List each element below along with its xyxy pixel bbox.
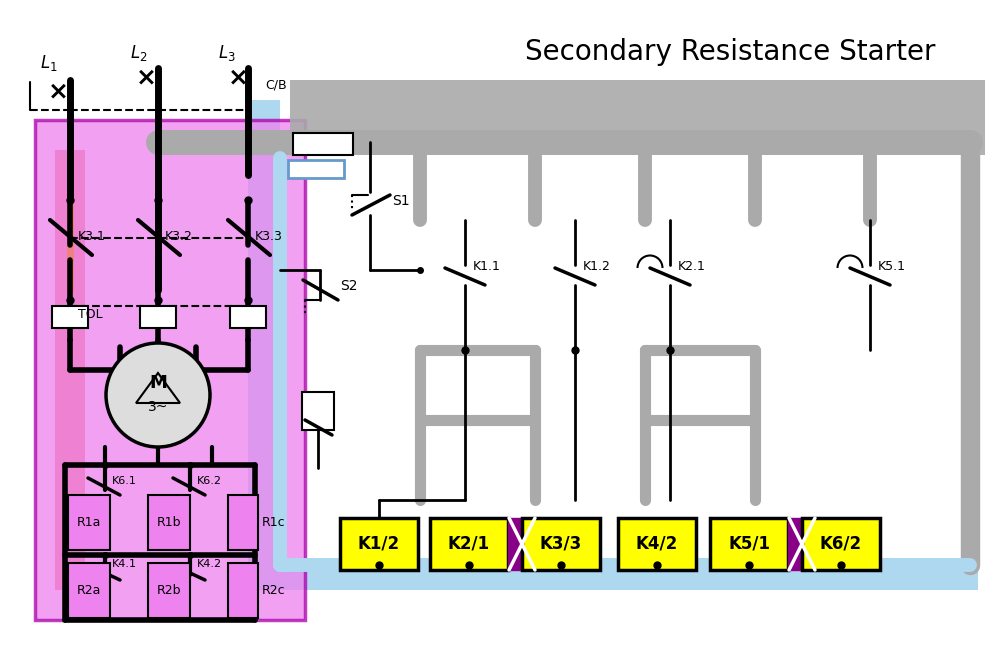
Bar	[618, 518, 696, 570]
Text: K6.1: K6.1	[112, 476, 137, 486]
Text: K5/1: K5/1	[728, 535, 770, 553]
Text: M: M	[149, 374, 167, 392]
Bar	[710, 518, 788, 570]
Text: R2b: R2b	[157, 583, 181, 596]
Text: R1b: R1b	[157, 515, 181, 528]
Text: K2.1: K2.1	[678, 260, 706, 273]
Bar	[290, 80, 985, 155]
Text: R2a: R2a	[77, 583, 101, 596]
Text: ×: ×	[136, 66, 157, 90]
Text: K6/2: K6/2	[820, 535, 862, 553]
Text: K4.2: K4.2	[197, 559, 222, 569]
Bar	[55, 150, 85, 590]
Bar	[148, 563, 190, 618]
Bar	[340, 518, 418, 570]
Bar	[52, 306, 88, 328]
Text: K3/3: K3/3	[540, 535, 583, 553]
Bar	[228, 495, 258, 550]
Bar	[68, 563, 110, 618]
Text: K3.2: K3.2	[165, 230, 193, 243]
Text: ×: ×	[48, 79, 69, 103]
Text: Secondary Resistance Starter: Secondary Resistance Starter	[525, 38, 935, 66]
Bar	[148, 495, 190, 550]
Text: R1a: R1a	[77, 515, 101, 528]
Text: K2/1: K2/1	[448, 535, 490, 553]
Text: K3.1: K3.1	[78, 230, 106, 243]
Text: $L_1$: $L_1$	[40, 53, 57, 73]
Text: R2c: R2c	[262, 583, 285, 596]
Bar	[522, 518, 600, 570]
Bar	[68, 495, 110, 550]
Bar	[302, 392, 334, 430]
Text: K6.2: K6.2	[197, 476, 222, 486]
Bar	[293, 133, 353, 155]
Text: C/B: C/B	[265, 78, 286, 91]
Text: TOL: TOL	[78, 308, 103, 321]
Bar	[430, 518, 508, 570]
Text: K1/2: K1/2	[358, 535, 400, 553]
Bar	[248, 558, 978, 590]
Text: S2: S2	[340, 279, 358, 293]
Bar	[140, 306, 176, 328]
Text: ×: ×	[228, 66, 249, 90]
Text: S1: S1	[392, 194, 409, 208]
Bar	[802, 518, 880, 570]
Bar	[288, 160, 344, 178]
Text: 3~: 3~	[148, 400, 168, 414]
Text: K1.1: K1.1	[473, 260, 501, 273]
Text: K5.1: K5.1	[878, 260, 906, 273]
Text: $L_3$: $L_3$	[218, 43, 236, 63]
Text: $L_2$: $L_2$	[130, 43, 147, 63]
Text: K4.1: K4.1	[112, 559, 137, 569]
Bar	[788, 518, 816, 570]
Bar	[230, 306, 266, 328]
Bar	[228, 563, 258, 618]
Bar	[248, 100, 280, 575]
Circle shape	[106, 343, 210, 447]
Text: K4/2: K4/2	[636, 535, 678, 553]
Bar	[508, 518, 536, 570]
Bar	[35, 120, 305, 620]
Text: K3.3: K3.3	[255, 230, 283, 243]
Text: K1.2: K1.2	[583, 260, 611, 273]
Text: R1c: R1c	[262, 515, 285, 528]
